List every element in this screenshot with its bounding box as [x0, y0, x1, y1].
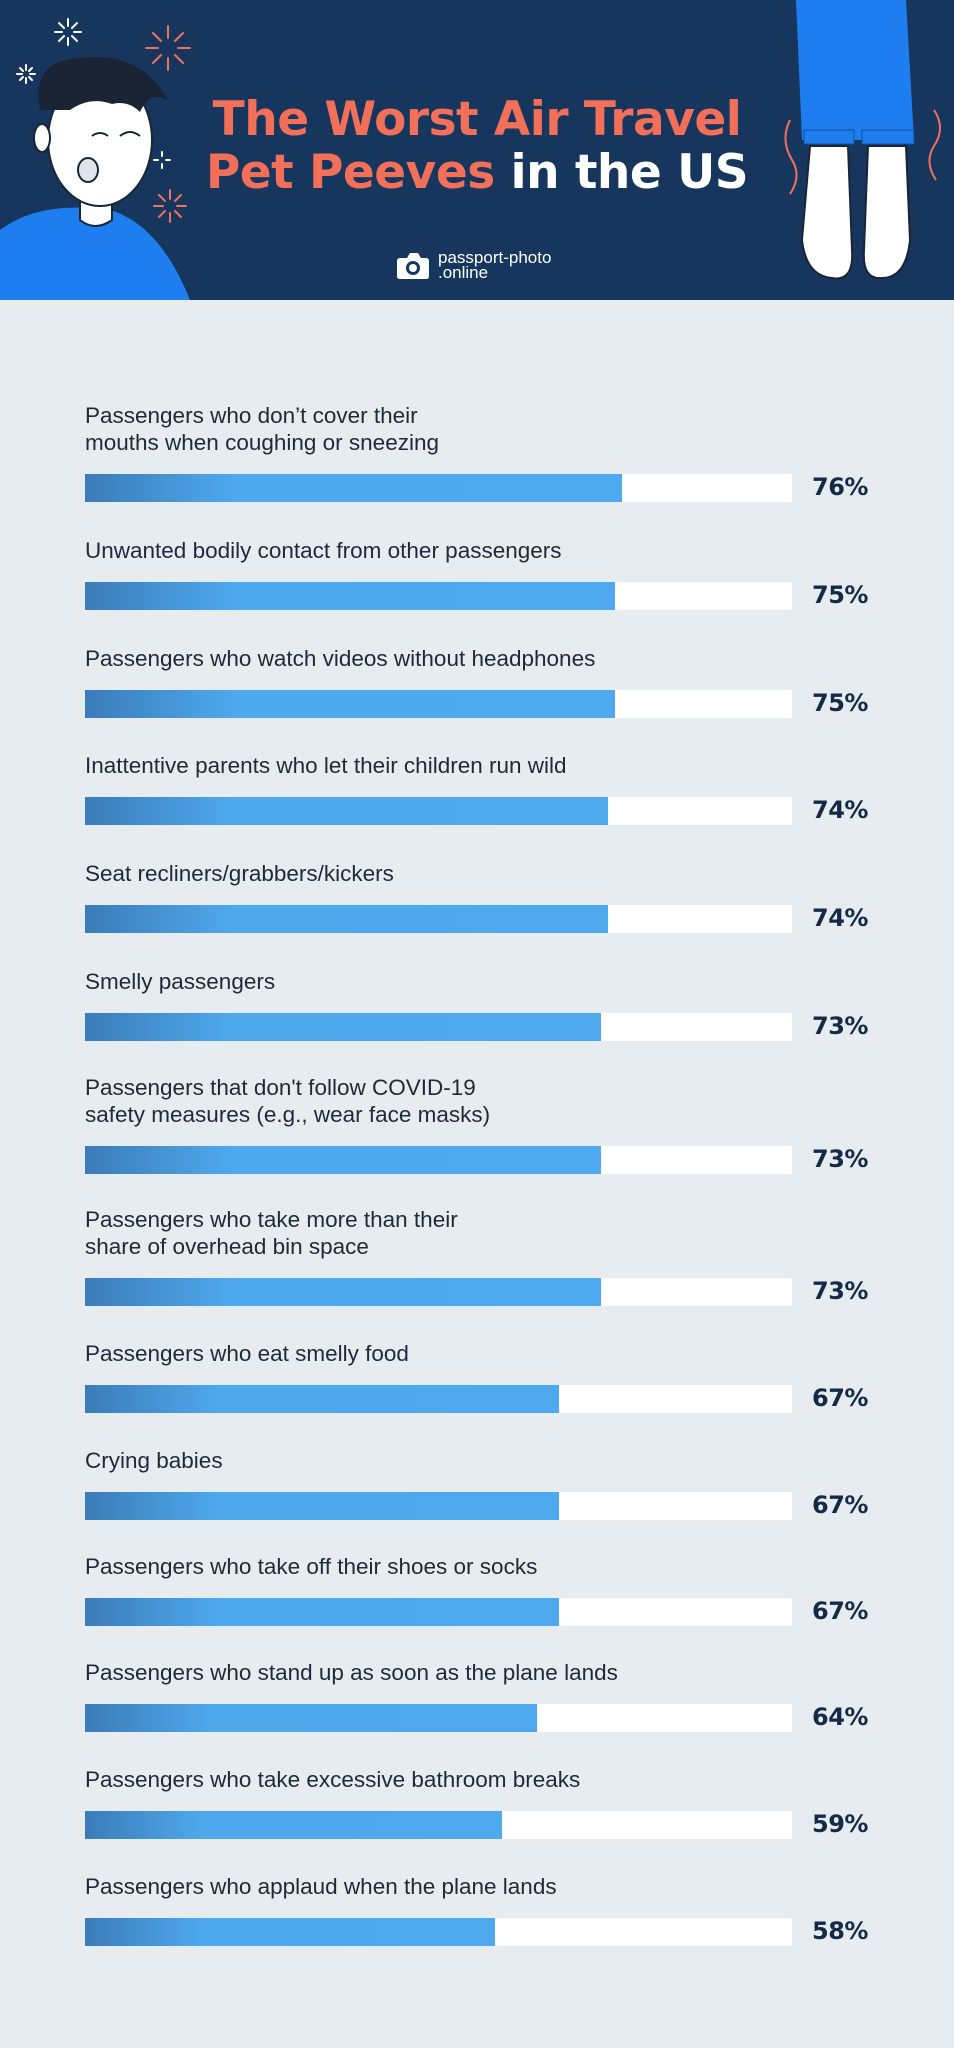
bar-value-label: 75% — [812, 689, 868, 717]
bar-label: Passengers who watch videos without head… — [85, 646, 596, 671]
feet-illustration — [784, 0, 941, 280]
bar — [85, 474, 623, 502]
bar-label: Passengers who take off their shoes or s… — [85, 1554, 538, 1579]
bar-value-label: 74% — [812, 796, 868, 824]
bar-label: Passengers who applaud when the plane la… — [85, 1874, 557, 1899]
brand-name: passport-photo .online — [438, 248, 552, 282]
bar — [85, 905, 609, 933]
bar-track — [85, 1598, 792, 1626]
bar-value-label: 59% — [812, 1810, 868, 1838]
title-highlight: Pet Peeves — [205, 145, 495, 200]
bar-track — [85, 797, 792, 825]
bar — [85, 1278, 602, 1306]
bar-track — [85, 1704, 792, 1732]
bar — [85, 1598, 559, 1626]
bar-track — [85, 582, 792, 610]
title-suffix: in the US — [494, 145, 749, 200]
bar — [85, 1013, 602, 1041]
title-line-2: Pet Peeves in the US — [0, 145, 954, 200]
bar — [85, 582, 616, 610]
bar-label: Passengers who take excessive bathroom b… — [85, 1767, 581, 1792]
bar — [85, 1492, 559, 1520]
bar-value-label: 73% — [812, 1012, 868, 1040]
bar-value-label: 75% — [812, 581, 868, 609]
bar-label: Seat recliners/grabbers/kickers — [85, 861, 394, 886]
bar-label: Passengers who eat smelly food — [85, 1341, 409, 1366]
bar-label: Passengers who stand up as soon as the p… — [85, 1660, 618, 1685]
bar — [85, 1918, 496, 1946]
bar-track — [85, 1811, 792, 1839]
bar-track — [85, 1013, 792, 1041]
bar-label: Passengers that don't follow COVID-19 sa… — [85, 1075, 491, 1127]
bar-track — [85, 1492, 792, 1520]
brand-logo: passport-photo .online — [396, 248, 551, 282]
bar-value-label: 64% — [812, 1703, 868, 1731]
bar — [85, 1704, 538, 1732]
bar-value-label: 73% — [812, 1277, 868, 1305]
bar-label: Crying babies — [85, 1448, 223, 1473]
firework-icon — [16, 18, 171, 169]
bar-value-label: 73% — [812, 1145, 868, 1173]
bar — [85, 1146, 602, 1174]
bar-chart: Passengers who don’t cover their mouths … — [0, 300, 954, 2048]
bar-label: Inattentive parents who let their childr… — [85, 753, 567, 778]
bar-track — [85, 1918, 792, 1946]
bar-label: Passengers who take more than their shar… — [85, 1207, 458, 1259]
bar-label: Unwanted bodily contact from other passe… — [85, 538, 562, 563]
bar — [85, 1385, 559, 1413]
bar-value-label: 76% — [812, 473, 868, 501]
bar-track — [85, 690, 792, 718]
bar-value-label: 74% — [812, 904, 868, 932]
bar — [85, 1811, 503, 1839]
bar-label: Smelly passengers — [85, 969, 276, 994]
bar-value-label: 67% — [812, 1384, 868, 1412]
bar-label: Passengers who don’t cover their mouths … — [85, 403, 439, 455]
bar-track — [85, 1278, 792, 1306]
bar-track — [85, 1385, 792, 1413]
bar-track — [85, 474, 792, 502]
bar-track — [85, 905, 792, 933]
title-line-1: The Worst Air Travel — [212, 92, 742, 147]
sick-man-illustration — [0, 56, 190, 300]
header-banner: The Worst Air Travel Pet Peeves in the U… — [0, 0, 954, 300]
bar-value-label: 67% — [812, 1597, 868, 1625]
bar-track — [85, 1146, 792, 1174]
bar-value-label: 58% — [812, 1917, 868, 1945]
bar — [85, 797, 609, 825]
bar-value-label: 67% — [812, 1491, 868, 1519]
camera-icon — [397, 253, 429, 279]
bar — [85, 690, 616, 718]
